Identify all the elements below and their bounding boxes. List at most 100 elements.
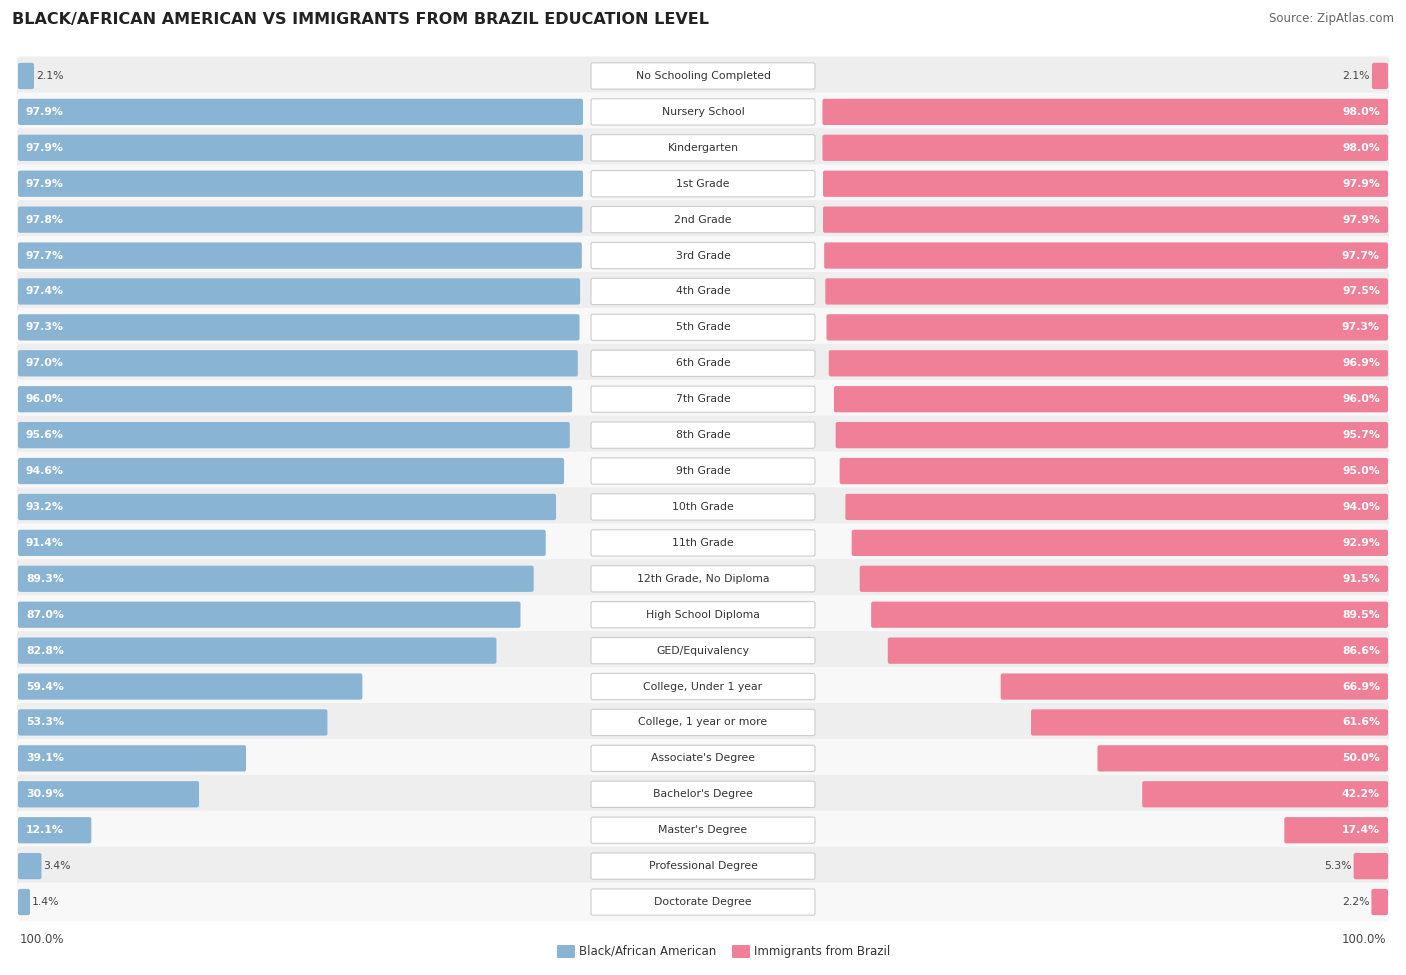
FancyBboxPatch shape <box>839 458 1388 485</box>
Text: 4th Grade: 4th Grade <box>676 287 730 296</box>
Text: 95.0%: 95.0% <box>1343 466 1381 476</box>
FancyBboxPatch shape <box>18 135 583 161</box>
FancyBboxPatch shape <box>591 458 815 485</box>
FancyBboxPatch shape <box>18 889 30 916</box>
FancyBboxPatch shape <box>872 602 1388 628</box>
Text: 92.9%: 92.9% <box>1343 538 1381 548</box>
FancyBboxPatch shape <box>18 422 569 449</box>
FancyBboxPatch shape <box>18 853 42 879</box>
FancyBboxPatch shape <box>591 602 815 628</box>
Text: Nursery School: Nursery School <box>662 107 744 117</box>
Text: 86.6%: 86.6% <box>1341 645 1381 655</box>
Text: Kindergarten: Kindergarten <box>668 142 738 153</box>
FancyBboxPatch shape <box>17 451 1389 490</box>
FancyBboxPatch shape <box>1098 745 1388 771</box>
Text: 94.6%: 94.6% <box>25 466 65 476</box>
FancyBboxPatch shape <box>18 745 246 771</box>
FancyBboxPatch shape <box>18 529 546 556</box>
Text: No Schooling Completed: No Schooling Completed <box>636 71 770 81</box>
Text: Doctorate Degree: Doctorate Degree <box>654 897 752 907</box>
FancyBboxPatch shape <box>18 817 91 843</box>
FancyBboxPatch shape <box>17 129 1389 168</box>
FancyBboxPatch shape <box>733 945 749 958</box>
FancyBboxPatch shape <box>18 98 583 125</box>
FancyBboxPatch shape <box>18 207 582 233</box>
FancyBboxPatch shape <box>845 493 1388 520</box>
Text: 97.7%: 97.7% <box>25 251 65 260</box>
Text: 2.2%: 2.2% <box>1341 897 1369 907</box>
FancyBboxPatch shape <box>591 853 815 879</box>
FancyBboxPatch shape <box>17 272 1389 311</box>
Text: 12th Grade, No Diploma: 12th Grade, No Diploma <box>637 574 769 584</box>
Text: 93.2%: 93.2% <box>25 502 65 512</box>
Text: 96.9%: 96.9% <box>1343 358 1381 369</box>
FancyBboxPatch shape <box>825 278 1388 304</box>
Text: 95.6%: 95.6% <box>25 430 63 440</box>
FancyBboxPatch shape <box>1372 62 1388 89</box>
Text: Immigrants from Brazil: Immigrants from Brazil <box>754 945 890 958</box>
FancyBboxPatch shape <box>1354 853 1388 879</box>
FancyBboxPatch shape <box>591 278 815 304</box>
FancyBboxPatch shape <box>17 811 1389 849</box>
FancyBboxPatch shape <box>17 308 1389 347</box>
Text: College, Under 1 year: College, Under 1 year <box>644 682 762 691</box>
FancyBboxPatch shape <box>591 817 815 843</box>
Text: 8th Grade: 8th Grade <box>676 430 730 440</box>
FancyBboxPatch shape <box>17 667 1389 706</box>
FancyBboxPatch shape <box>17 775 1389 814</box>
FancyBboxPatch shape <box>17 200 1389 239</box>
FancyBboxPatch shape <box>591 98 815 125</box>
Text: 12.1%: 12.1% <box>25 825 63 836</box>
FancyBboxPatch shape <box>1142 781 1388 807</box>
Text: 97.9%: 97.9% <box>1343 178 1381 189</box>
FancyBboxPatch shape <box>1284 817 1388 843</box>
Text: Master's Degree: Master's Degree <box>658 825 748 836</box>
FancyBboxPatch shape <box>591 207 815 233</box>
Text: 7th Grade: 7th Grade <box>676 394 730 405</box>
FancyBboxPatch shape <box>18 171 583 197</box>
Text: 91.5%: 91.5% <box>1343 574 1381 584</box>
Text: 6th Grade: 6th Grade <box>676 358 730 369</box>
Text: 95.7%: 95.7% <box>1343 430 1381 440</box>
Text: 97.9%: 97.9% <box>1343 214 1381 224</box>
FancyBboxPatch shape <box>591 422 815 449</box>
Text: 3rd Grade: 3rd Grade <box>675 251 731 260</box>
Text: 96.0%: 96.0% <box>25 394 63 405</box>
FancyBboxPatch shape <box>17 93 1389 132</box>
Text: 97.3%: 97.3% <box>1341 323 1381 332</box>
Text: 50.0%: 50.0% <box>1343 754 1381 763</box>
FancyBboxPatch shape <box>591 135 815 161</box>
FancyBboxPatch shape <box>18 314 579 340</box>
FancyBboxPatch shape <box>591 745 815 771</box>
Text: 100.0%: 100.0% <box>20 933 65 946</box>
Text: 97.9%: 97.9% <box>25 178 63 189</box>
FancyBboxPatch shape <box>18 62 34 89</box>
FancyBboxPatch shape <box>859 566 1388 592</box>
FancyBboxPatch shape <box>591 243 815 269</box>
Text: 53.3%: 53.3% <box>25 718 65 727</box>
FancyBboxPatch shape <box>17 57 1389 96</box>
FancyBboxPatch shape <box>591 710 815 735</box>
FancyBboxPatch shape <box>824 243 1388 269</box>
Text: 2.1%: 2.1% <box>1343 71 1369 81</box>
Text: 2.1%: 2.1% <box>37 71 63 81</box>
Text: 17.4%: 17.4% <box>1341 825 1381 836</box>
FancyBboxPatch shape <box>18 386 572 412</box>
FancyBboxPatch shape <box>18 493 555 520</box>
Text: 100.0%: 100.0% <box>1341 933 1386 946</box>
Text: 82.8%: 82.8% <box>25 645 63 655</box>
Text: 42.2%: 42.2% <box>1341 790 1381 799</box>
FancyBboxPatch shape <box>17 415 1389 454</box>
Text: Bachelor's Degree: Bachelor's Degree <box>652 790 754 799</box>
FancyBboxPatch shape <box>18 458 564 485</box>
FancyBboxPatch shape <box>591 674 815 700</box>
FancyBboxPatch shape <box>591 493 815 520</box>
Text: 5th Grade: 5th Grade <box>676 323 730 332</box>
Text: 59.4%: 59.4% <box>25 682 63 691</box>
Text: 97.4%: 97.4% <box>25 287 65 296</box>
FancyBboxPatch shape <box>591 314 815 340</box>
FancyBboxPatch shape <box>18 566 534 592</box>
FancyBboxPatch shape <box>17 631 1389 670</box>
FancyBboxPatch shape <box>835 422 1388 449</box>
FancyBboxPatch shape <box>827 314 1388 340</box>
